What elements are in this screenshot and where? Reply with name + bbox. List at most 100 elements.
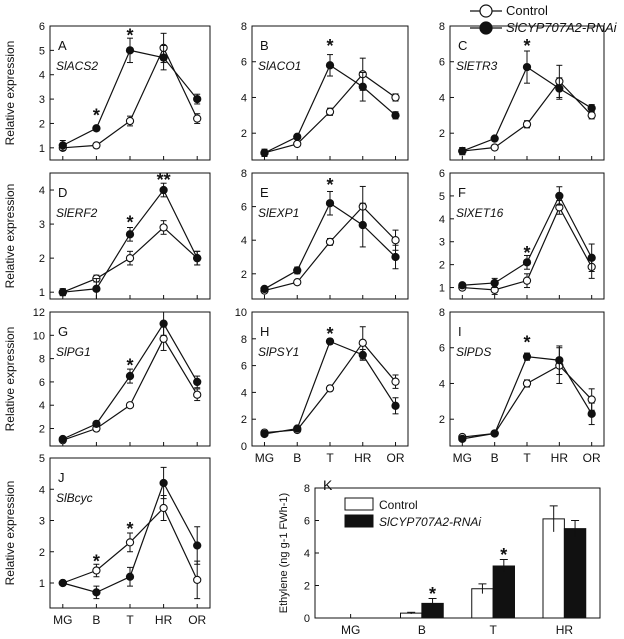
y-tick-label: 1 (439, 283, 445, 295)
data-point-rnai (358, 220, 367, 230)
y-tick-label: 6 (439, 57, 445, 69)
panel-letter: G (58, 324, 68, 339)
y-tick-label: 10 (235, 307, 247, 319)
y-tick-label: 8 (39, 354, 45, 366)
y-tick-label: 3 (439, 237, 445, 249)
k-legend-swatch-rnai (344, 514, 374, 528)
data-point-rnai (125, 46, 135, 55)
k-legend-label-rnai: SlCYP707A2-RNAi (379, 515, 481, 529)
data-point-rnai (555, 191, 564, 201)
data-point-rnai (58, 578, 67, 588)
data-point-rnai (293, 132, 302, 141)
y-tick-label: 2 (439, 260, 445, 272)
data-point-rnai (92, 284, 101, 293)
y-tick-label: 3 (39, 94, 45, 106)
data-point-rnai (522, 352, 532, 361)
y-tick-label: 4 (439, 378, 445, 390)
significance-mark: * (126, 213, 133, 233)
y-tick-label: 1 (39, 287, 45, 299)
significance-mark: * (326, 175, 333, 195)
significance-mark: ** (157, 170, 171, 190)
data-point-rnai (522, 62, 532, 72)
panel-k: 0 2 4 6 8 Ethylene (ng g-1 FWh-1) MG B T HR * * K Con… (278, 477, 601, 637)
x-tick-label: MG (341, 623, 360, 637)
panel-c: 2 4 6 8 C SlETR3 * (439, 21, 605, 161)
bar-control (542, 518, 565, 619)
panel-letter: I (458, 324, 462, 339)
panel-g: 2 4 6 8 10 12 Relative expression G SlPG1 * (3, 307, 211, 447)
panel-letter: H (260, 324, 269, 339)
data-point-control (92, 566, 101, 575)
data-point-rnai (358, 82, 367, 91)
significance-mark: * (523, 243, 530, 263)
y-tick-label: 2 (439, 414, 445, 426)
significance-mark: * (126, 519, 133, 539)
y-tick-label: 2 (39, 253, 45, 265)
data-point-control (358, 338, 367, 347)
panel-letter: J (58, 470, 65, 485)
x-tick-label: B (418, 623, 426, 637)
y-tick-label: 5 (39, 453, 45, 465)
y-tick-label: 3 (39, 516, 45, 528)
x-tick-label: T (489, 623, 497, 637)
y-tick-label: 6 (439, 343, 445, 355)
y-tick-label: 4 (39, 70, 45, 82)
y-tick-label: 5 (439, 191, 445, 203)
data-point-control (159, 334, 168, 343)
y-tick-label: 0 (304, 613, 310, 625)
gene-label: SlACO1 (258, 59, 301, 73)
y-tick-label: 2 (39, 118, 45, 130)
data-point-control (325, 384, 335, 393)
y-axis-label: Relative expression (3, 327, 17, 432)
panel-f: 1 2 3 4 5 6 F SlXET16 * (439, 168, 605, 300)
legend-marker-control (479, 4, 493, 18)
data-point-rnai (490, 278, 499, 288)
significance-mark: * (93, 552, 100, 572)
y-tick-label: 6 (39, 377, 45, 389)
data-point-rnai (92, 124, 101, 133)
y-tick-label: 0 (241, 441, 247, 453)
y-tick-label: 4 (39, 484, 45, 496)
significance-mark: * (326, 36, 333, 56)
x-tick-label: T (326, 451, 334, 465)
y-tick-label: 6 (241, 202, 247, 214)
significance-mark: * (500, 545, 507, 565)
data-point-rnai (555, 356, 564, 365)
data-point-rnai (193, 94, 202, 104)
data-point-rnai (325, 337, 335, 346)
data-point-control (159, 223, 168, 232)
panel-letter: B (260, 38, 269, 53)
x-tick-label: HR (155, 613, 173, 627)
y-tick-label: 6 (241, 361, 247, 373)
top-legend: Control SlCYP707A2-RNAi (470, 3, 618, 35)
x-tick-label: MG (255, 451, 274, 465)
x-tick-label: HR (354, 451, 372, 465)
panel-letter: A (58, 38, 67, 53)
y-tick-label: 6 (39, 21, 45, 33)
data-point-control (490, 143, 499, 152)
y-tick-label: 8 (439, 307, 445, 319)
data-point-control (159, 503, 168, 513)
data-point-rnai (159, 53, 168, 62)
x-tick-label: B (491, 451, 499, 465)
y-tick-label: 3 (39, 219, 45, 231)
y-tick-label: 2 (39, 424, 45, 436)
data-point-rnai (458, 434, 467, 444)
y-tick-label: 8 (439, 21, 445, 33)
x-tick-label: MG (453, 451, 472, 465)
y-tick-label: 4 (439, 214, 445, 226)
panel-letter: D (58, 185, 67, 200)
y-tick-label: 6 (241, 57, 247, 69)
x-tick-label: HR (551, 451, 569, 465)
data-point-rnai (159, 478, 168, 488)
y-axis-label: Relative expression (3, 184, 17, 289)
y-tick-label: 2 (439, 128, 445, 140)
data-point-control (193, 390, 202, 399)
data-point-control (293, 278, 302, 287)
significance-mark: * (523, 36, 530, 56)
data-point-control (325, 107, 335, 116)
data-point-control (391, 93, 400, 102)
data-point-rnai (260, 284, 269, 294)
y-tick-label: 4 (39, 185, 45, 197)
panel-letter: F (458, 185, 466, 200)
